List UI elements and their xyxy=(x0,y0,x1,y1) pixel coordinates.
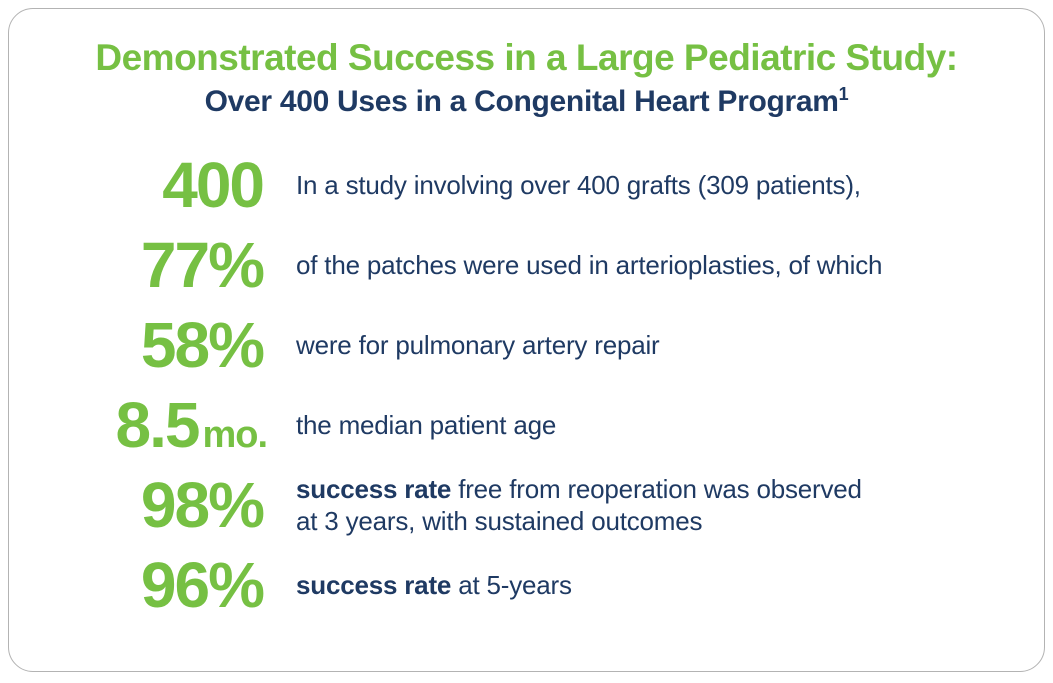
stat-desc-text: were for pulmonary artery repair xyxy=(296,329,660,360)
infographic-card: Demonstrated Success in a Large Pediatri… xyxy=(8,8,1045,672)
stat-value: 8.5 mo. xyxy=(9,393,268,457)
stat-row-median-age: 8.5 mo. the median patient age xyxy=(9,385,1044,465)
stat-number: 8.5 xyxy=(115,389,200,462)
reference-superscript: 1 xyxy=(838,83,849,104)
stat-description: the median patient age xyxy=(296,409,556,442)
stat-number: 96% xyxy=(140,549,265,622)
stat-description: In a study involving over 400 grafts (30… xyxy=(296,169,861,202)
stat-description: success rate free from reoperation was o… xyxy=(296,473,862,538)
stat-value: 58% xyxy=(9,313,267,377)
stat-desc-bold: success rate xyxy=(296,473,452,504)
stat-description: success rate at 5-years xyxy=(296,569,572,602)
title-line-1: Demonstrated Success in a Large Pediatri… xyxy=(95,37,958,78)
stat-row-grafts: 400 In a study involving over 400 grafts… xyxy=(9,145,1044,225)
stat-row-5yr-success: 96% success rate at 5-years xyxy=(9,545,1044,625)
stat-row-arterioplasties: 77% of the patches were used in arteriop… xyxy=(9,225,1044,305)
stat-row-pulmonary: 58% were for pulmonary artery repair xyxy=(9,305,1044,385)
stat-desc-bold: success rate xyxy=(296,569,452,600)
stat-description: were for pulmonary artery repair xyxy=(296,329,660,362)
stat-value: 98% xyxy=(9,473,267,537)
title-block: Demonstrated Success in a Large Pediatri… xyxy=(9,9,1044,119)
stat-desc-text-line2: at 3 years, with sustained outcomes xyxy=(296,506,703,537)
stat-row-3yr-success: 98% success rate free from reoperation w… xyxy=(9,465,1044,545)
stat-value: 400 xyxy=(9,153,267,217)
stat-description: of the patches were used in arterioplast… xyxy=(296,249,882,282)
stat-unit: mo. xyxy=(202,414,268,457)
stat-value: 77% xyxy=(9,233,267,297)
stat-desc-text: In a study involving over 400 grafts (30… xyxy=(296,169,861,200)
stat-value: 96% xyxy=(9,553,267,617)
stat-number: 77% xyxy=(140,229,265,302)
stat-number: 400 xyxy=(162,149,265,222)
stat-desc-text: free from reoperation was observed xyxy=(451,473,862,504)
stat-desc-text: at 5-years xyxy=(451,569,572,600)
stat-number: 58% xyxy=(140,309,265,382)
stats-list: 400 In a study involving over 400 grafts… xyxy=(9,145,1044,625)
stat-desc-text: of the patches were used in arterioplast… xyxy=(296,249,883,280)
stat-number: 98% xyxy=(140,469,265,542)
title-line-2-text: Over 400 Uses in a Congenital Heart Prog… xyxy=(204,84,839,118)
stat-desc-text: the median patient age xyxy=(296,409,557,440)
title-line-2: Over 400 Uses in a Congenital Heart Prog… xyxy=(9,85,1044,120)
